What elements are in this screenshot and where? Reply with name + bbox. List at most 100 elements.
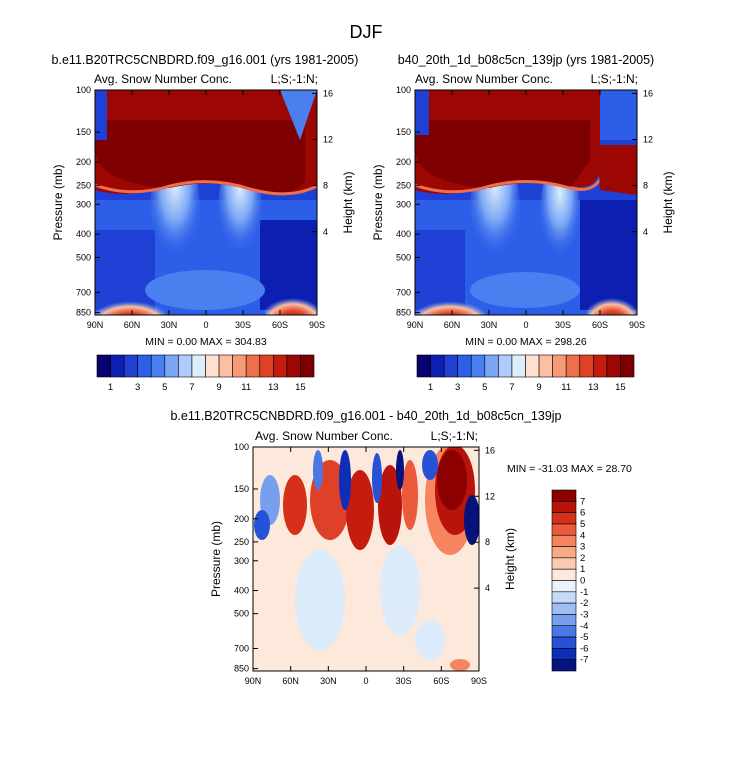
panel-left-units: L;S;-1:N; — [271, 72, 318, 86]
colorbar-swatch — [551, 591, 577, 604]
colorbar-swatch — [470, 354, 486, 378]
y-right-axis-title: Height (km) — [661, 171, 675, 233]
colorbar-label: 5 — [482, 382, 487, 393]
colorbar-swatch — [178, 354, 193, 378]
colorbar-swatch — [286, 354, 301, 378]
y-tick-label: 200 — [234, 514, 249, 524]
colorbar-swatch — [273, 354, 288, 378]
colorbar-swatch — [551, 523, 577, 536]
y-tick-label: 850 — [234, 664, 249, 674]
y-right-tick-label: 16 — [485, 445, 495, 455]
colorbar-swatch — [218, 354, 233, 378]
colorbar-swatch — [430, 354, 445, 378]
x-tick-label: 0 — [363, 676, 368, 686]
colorbar-swatch — [551, 648, 577, 660]
colorbar-left: 1 3 5 7 9 11 13 15 — [96, 354, 315, 393]
y-tick-label: 400 — [234, 586, 249, 596]
colorbar-swatch — [525, 354, 540, 378]
x-tick-label: 60N — [282, 676, 299, 686]
colorbar-swatch — [606, 354, 621, 378]
colorbar-label: 2 — [580, 553, 585, 564]
colorbar-swatch — [551, 580, 577, 593]
colorbar-swatch — [110, 354, 125, 378]
panel-right: b40_20th_1d_b08c5cn_139jp (yrs 1981-2005… — [398, 53, 654, 316]
colorbar-swatch — [579, 354, 594, 378]
colorbar-label: 9 — [536, 382, 541, 393]
colorbar-swatch — [538, 354, 553, 378]
y-tick-label: 250 — [234, 537, 249, 547]
x-tick-label: 30N — [481, 320, 498, 330]
colorbar-label: -2 — [580, 598, 588, 609]
colorbar-swatch — [96, 354, 111, 378]
y-tick-label: 250 — [76, 180, 91, 190]
y-right-tick-label: 4 — [485, 583, 490, 593]
x-tick-label: 60S — [433, 676, 449, 686]
y-tick-label: 850 — [76, 308, 91, 318]
y-right-axis-title: Height (km) — [341, 171, 355, 233]
x-tick-label: 90N — [87, 320, 104, 330]
y-axis-title: Pressure (mb) — [209, 521, 223, 597]
colorbar-swatch — [245, 354, 261, 378]
y-tick-label: 500 — [396, 252, 411, 262]
y-right-tick-label: 4 — [643, 227, 648, 237]
axes-right: 90N 60N 30N 0 30S 60S 90S 100 150 200 250 300 400 500… — [371, 85, 675, 348]
colorbar-swatch — [593, 354, 608, 378]
panel-diff: b.e11.B20TRC5CNBDRD.f09_g16.001 - b40_20… — [170, 409, 632, 672]
colorbar-label: -4 — [580, 621, 588, 632]
y-tick-label: 850 — [396, 308, 411, 318]
colorbar-label: 13 — [268, 382, 279, 393]
panel-left-title: b.e11.B20TRC5CNBDRD.f09_g16.001 (yrs 198… — [52, 53, 359, 67]
colorbar-label: 0 — [580, 576, 585, 587]
y-tick-label: 300 — [76, 199, 91, 209]
panel-right-subtitle: Avg. Snow Number Conc. — [415, 72, 553, 86]
y-right-tick-label: 12 — [485, 491, 495, 501]
panel-left: b.e11.B20TRC5CNBDRD.f09_g16.001 (yrs 198… — [52, 53, 359, 316]
x-tick-label: 90S — [471, 676, 487, 686]
y-tick-label: 150 — [76, 127, 91, 137]
y-tick-label: 150 — [234, 484, 249, 494]
colorbar-swatch — [164, 354, 179, 378]
y-tick-label: 400 — [76, 229, 91, 239]
colorbar-swatch — [123, 354, 138, 378]
x-tick-label: 30S — [555, 320, 571, 330]
y-right-axis-title: Height (km) — [503, 528, 517, 590]
x-tick-label: 30N — [161, 320, 178, 330]
y-tick-label: 200 — [396, 157, 411, 167]
x-tick-label: 90S — [629, 320, 645, 330]
colorbar-swatch — [565, 354, 581, 378]
y-right-tick-label: 4 — [323, 227, 328, 237]
colorbar-swatch — [551, 625, 577, 638]
y-tick-label: 100 — [76, 85, 91, 95]
colorbar-label: 6 — [580, 508, 585, 519]
colorbar-swatch — [552, 354, 567, 378]
panel-diff-subtitle: Avg. Snow Number Conc. — [255, 429, 393, 443]
panel-diff-heatmap — [253, 447, 479, 671]
x-tick-label: 90N — [407, 320, 424, 330]
y-right-tick-label: 8 — [485, 537, 490, 547]
y-tick-label: 300 — [396, 199, 411, 209]
colorbar-label: -6 — [580, 643, 588, 654]
colorbar-label: 5 — [580, 519, 585, 530]
colorbar-swatch — [551, 568, 577, 581]
colorbar-swatch — [457, 354, 472, 378]
colorbar-swatch — [259, 354, 274, 378]
colorbar-swatch — [551, 546, 577, 559]
colorbar-swatch — [137, 354, 152, 378]
figure-title: DJF — [350, 22, 383, 42]
colorbar-label: -7 — [580, 655, 588, 666]
colorbar-swatch — [300, 354, 315, 378]
y-axis-title: Pressure (mb) — [51, 164, 65, 240]
x-tick-label: 60S — [592, 320, 608, 330]
x-tick-label: 0 — [523, 320, 528, 330]
colorbar-label: 3 — [455, 382, 460, 393]
colorbar-swatch — [551, 557, 577, 570]
colorbar-swatch — [551, 636, 577, 649]
colorbar-label: 15 — [615, 382, 626, 393]
colorbar-swatch — [551, 489, 577, 502]
colorbar-swatch — [191, 354, 206, 378]
colorbar-swatch — [551, 501, 577, 513]
x-tick-label: 30N — [320, 676, 337, 686]
y-tick-label: 100 — [396, 85, 411, 95]
panel-right-heatmap — [415, 90, 637, 315]
